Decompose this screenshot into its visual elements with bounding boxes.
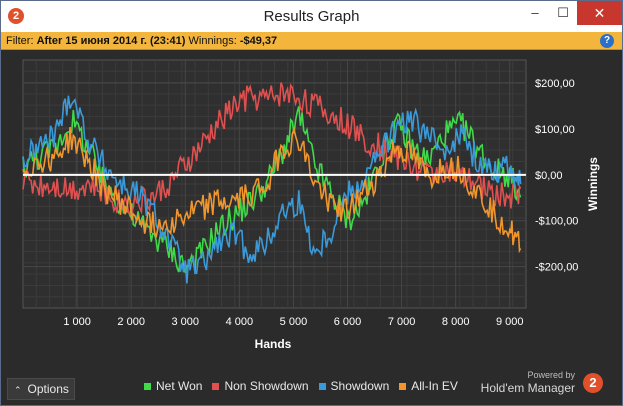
y-tick-label: $0,00 <box>535 170 563 182</box>
legend-item[interactable]: Non Showdown <box>212 379 309 393</box>
options-button[interactable]: ⌃ Options <box>7 378 75 400</box>
series-line-non-showdown <box>22 82 522 216</box>
x-tick-label: 6 000 <box>334 316 362 328</box>
legend-label: Non Showdown <box>224 379 309 393</box>
x-tick-label: 8 000 <box>442 316 470 328</box>
legend-label: All-In EV <box>411 379 458 393</box>
legend-item[interactable]: Showdown <box>318 379 390 393</box>
y-tick-label: -$100,00 <box>535 216 578 228</box>
x-tick-label: 2 000 <box>117 316 145 328</box>
y-axis-label: Winnings <box>586 157 600 211</box>
legend-swatch <box>318 382 326 390</box>
x-tick-label: 7 000 <box>388 316 416 328</box>
x-tick-label: 9 000 <box>496 316 524 328</box>
chart-axes: $200,00 $100,00 $0,00 -$100,00 -$200,00 1 000… <box>63 78 578 328</box>
powered-by: Powered by Hold'em Manager <box>479 370 599 405</box>
chart-legend: Net Won Non Showdown Showdown All-In EV <box>144 378 468 394</box>
x-tick-label: 3 000 <box>171 316 199 328</box>
minimize-button[interactable]: – <box>531 5 539 20</box>
legend-item[interactable]: Net Won <box>144 379 202 393</box>
close-button[interactable]: ✕ <box>577 1 622 25</box>
window-title: Results Graph <box>263 8 360 25</box>
x-axis-label: Hands <box>255 337 292 351</box>
legend-swatch <box>144 382 151 390</box>
x-tick-label: 5 000 <box>280 316 308 328</box>
chevron-up-icon: ⌃ <box>14 385 22 395</box>
results-chart: $200,00 $100,00 $0,00 -$100,00 -$200,00 1 000… <box>1 50 622 370</box>
hem-logo-icon: 2 <box>583 373 603 393</box>
legend-item[interactable]: All-In EV <box>399 379 458 393</box>
winnings-value: -$49,37 <box>239 35 278 47</box>
legend-label: Net Won <box>156 379 203 393</box>
powered-by-label: Powered by <box>527 370 575 380</box>
y-tick-label: $200,00 <box>535 78 575 90</box>
maximize-button[interactable]: ☐ <box>557 5 569 20</box>
bottom-bar: ⌃ Options Net Won Non Showdown Showdown All-… <box>1 370 622 405</box>
chart-series <box>22 82 526 284</box>
x-tick-label: 4 000 <box>226 316 254 328</box>
series-line-all-in-ev <box>22 126 522 254</box>
legend-swatch <box>212 382 220 390</box>
y-tick-label: $100,00 <box>535 124 575 136</box>
chart-svg: $200,00 $100,00 $0,00 -$100,00 -$200,00 1 000… <box>22 59 600 351</box>
options-label: Options <box>27 382 69 396</box>
chart-grid <box>22 59 527 309</box>
series-line-showdown <box>22 95 522 284</box>
winnings-label: Winnings: <box>188 35 237 47</box>
x-tick-label: 1 000 <box>63 316 91 328</box>
brand-name: Hold'em Manager <box>480 381 575 395</box>
legend-label: Showdown <box>330 379 390 393</box>
app-logo-icon: 2 <box>8 8 24 24</box>
filter-value: After 15 июня 2014 г. (23:41) <box>36 35 186 47</box>
y-tick-label: -$200,00 <box>535 262 578 274</box>
filter-label: Filter: <box>6 35 34 47</box>
legend-swatch <box>399 382 407 390</box>
title-bar[interactable]: 2 Results Graph – ☐ ✕ <box>1 1 622 32</box>
help-icon[interactable]: ? <box>600 34 614 48</box>
filter-bar: Filter: After 15 июня 2014 г. (23:41) Wi… <box>1 32 622 50</box>
